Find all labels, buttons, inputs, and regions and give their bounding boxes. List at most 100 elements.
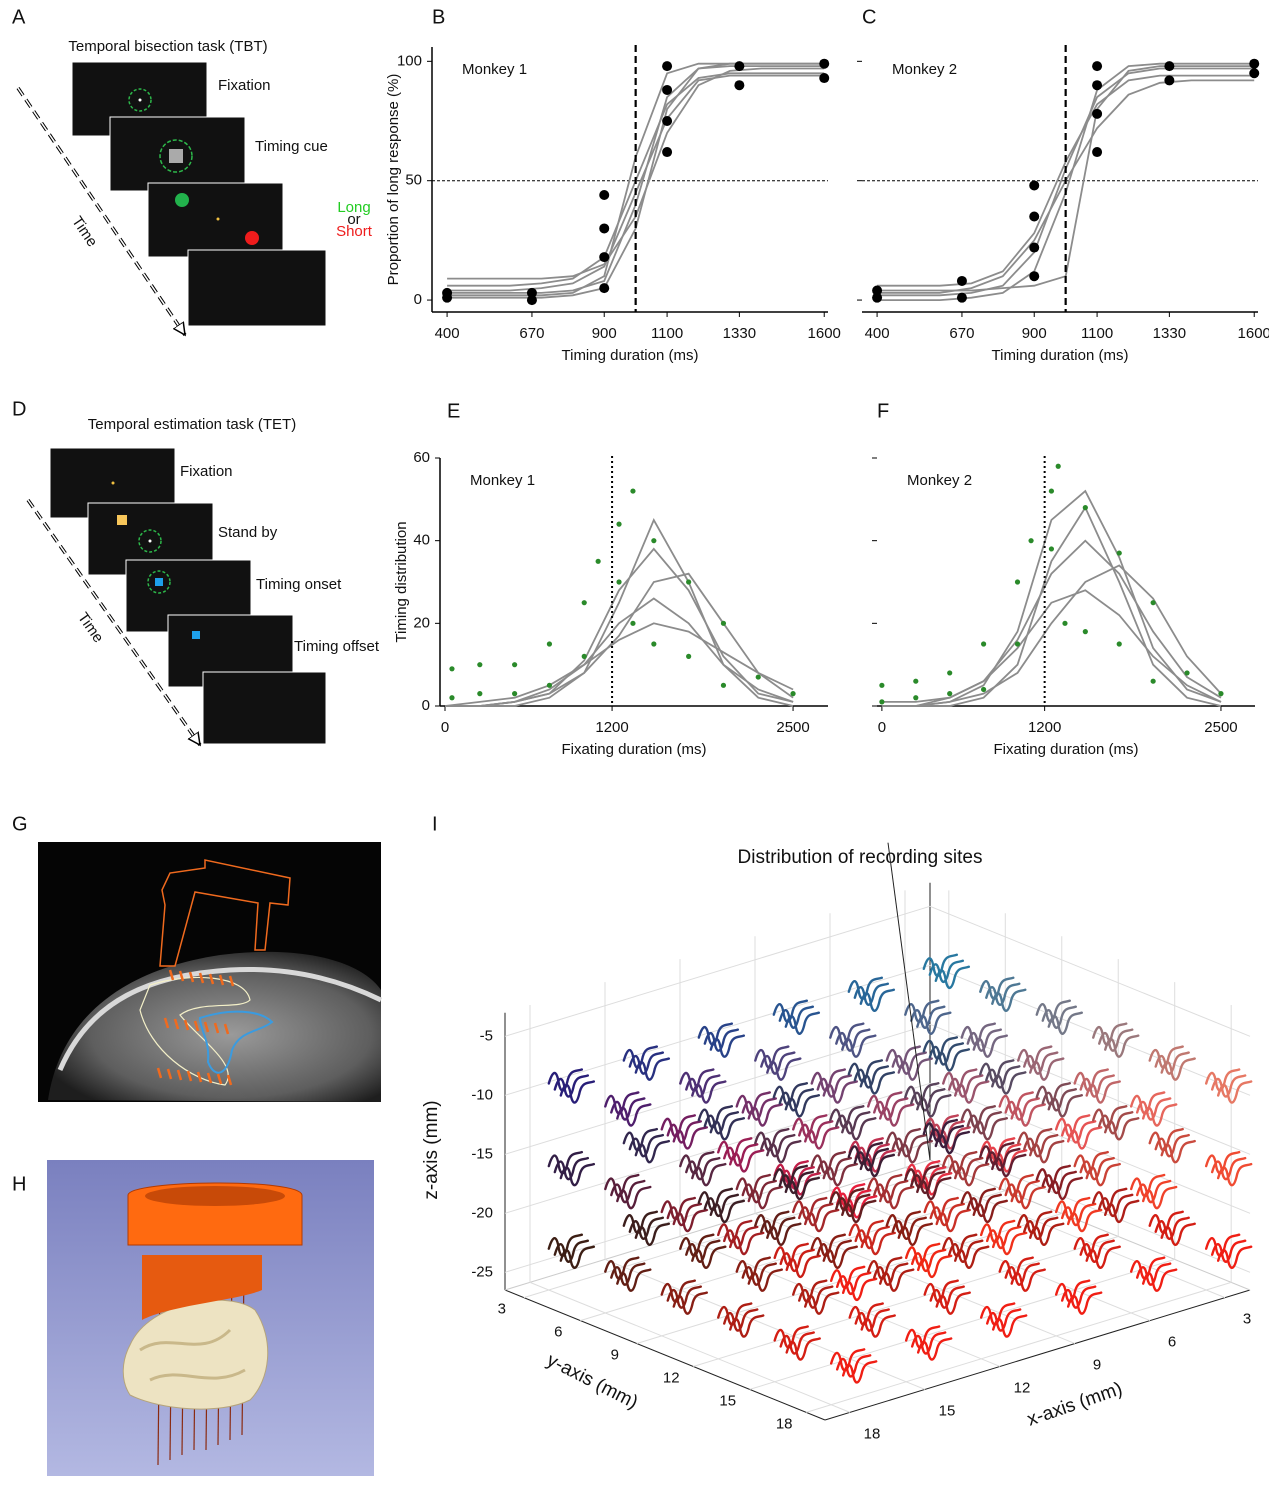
recording-trace (1154, 1051, 1190, 1075)
recording-trace (1104, 1117, 1140, 1141)
screen (187, 249, 327, 327)
data-point (526, 287, 537, 298)
x-tick-label: 1200 (595, 719, 628, 736)
grid-line (529, 1281, 851, 1413)
data-point (581, 600, 587, 606)
recording-trace (729, 1149, 765, 1173)
grid-line (754, 1213, 1076, 1344)
x-tick-label: 2500 (1204, 719, 1237, 736)
data-point (956, 275, 967, 286)
recording-trace (723, 1225, 759, 1250)
panel-g: G (12, 813, 383, 1102)
x-axis-label: Timing duration (ms) (992, 347, 1129, 364)
recording-trace (879, 1103, 915, 1127)
recording-trace (1216, 1080, 1253, 1104)
recording-trace (709, 1117, 746, 1141)
recording-trace (804, 1291, 840, 1315)
x-axis-label: Fixating duration (ms) (561, 741, 706, 758)
step-label: Short (336, 223, 373, 240)
recording-trace (685, 1156, 721, 1181)
data-point (755, 674, 761, 680)
recording-trace (1029, 1222, 1065, 1246)
data-point (1029, 180, 1040, 191)
recording-trace (841, 1360, 878, 1384)
recording-trace (948, 1156, 984, 1181)
recording-trace (766, 1139, 802, 1164)
recording-trace (934, 1130, 971, 1155)
data-point (1116, 550, 1122, 556)
recording-trace (966, 1111, 1002, 1135)
fit-curve (445, 597, 794, 707)
recording-trace (916, 1176, 952, 1201)
recording-trace (778, 1088, 815, 1112)
recording-trace (672, 1291, 708, 1315)
time-arrow (17, 87, 185, 335)
data-point (616, 521, 622, 527)
recording-trace (672, 1126, 708, 1150)
recording-trace (853, 1147, 890, 1172)
arrow-label: Time (74, 609, 107, 646)
recording-trace (1041, 1088, 1077, 1112)
recording-trace (723, 1308, 759, 1332)
data-point (686, 579, 692, 585)
recording-trace (785, 1337, 821, 1361)
recording-trace (747, 1103, 783, 1127)
recording-trace (929, 1202, 965, 1227)
recording-trace (972, 1117, 1008, 1141)
data-point (1249, 58, 1260, 69)
grid-line (929, 1141, 1251, 1273)
recording-trace (910, 1331, 947, 1355)
recording-trace (703, 1193, 740, 1218)
recording-trace (859, 1153, 896, 1178)
data-point (872, 285, 883, 296)
grid-line (929, 1082, 1251, 1214)
data-point (1092, 80, 1103, 91)
recording-trace (741, 1097, 777, 1121)
chart: E 0 1200 2500 0 20 40 60 Monkey 1 Fixating durati… (393, 400, 828, 758)
recording-trace (804, 1208, 840, 1233)
recording-trace (634, 1222, 671, 1246)
data-point (879, 682, 885, 688)
recording-trace (1004, 1262, 1040, 1286)
y-tick-label: 18 (776, 1415, 793, 1432)
fixation-window (147, 570, 171, 594)
recording-trace (1216, 1245, 1253, 1269)
grid-line (504, 1082, 931, 1214)
recording-trace (666, 1202, 702, 1227)
data-point (1048, 546, 1055, 552)
fixation-point (216, 217, 220, 221)
recording-trace (1141, 1103, 1178, 1127)
panel-title: Temporal estimation task (TET) (88, 416, 296, 433)
grid-line (829, 1190, 1151, 1322)
recording-trace (1210, 1156, 1247, 1181)
grid-line (604, 1258, 926, 1390)
recording-trace (778, 1005, 815, 1029)
recording-trace (891, 1051, 927, 1075)
recording-trace (1066, 1126, 1103, 1150)
recording-trace (1210, 1074, 1247, 1098)
recording-trace (666, 1285, 702, 1309)
data-point (1164, 75, 1175, 86)
x-tick-label: 400 (435, 325, 460, 342)
recording-trace (1060, 1285, 1097, 1309)
grid-line (929, 905, 1251, 1037)
y-tick-label: 100 (397, 52, 422, 69)
recording-trace (841, 1199, 877, 1224)
recording-trace (1023, 1133, 1059, 1158)
recording-trace (703, 1111, 740, 1135)
recording-trace (1160, 1222, 1196, 1246)
recording-trace (948, 1239, 984, 1263)
recording-trace (634, 1057, 671, 1081)
recording-trace (916, 1337, 953, 1361)
recording-trace (891, 1133, 927, 1158)
x-tick-label: 1330 (1153, 325, 1186, 342)
panel-letter: I (432, 813, 438, 835)
recording-trace (835, 1354, 872, 1378)
recording-trace (784, 1176, 821, 1201)
grid-line (904, 1167, 1226, 1299)
standby-cue (117, 515, 127, 525)
recording-trace (822, 1245, 858, 1269)
recording-trace (1047, 1176, 1083, 1201)
data-point (651, 538, 657, 544)
recording-trace (860, 1314, 896, 1338)
